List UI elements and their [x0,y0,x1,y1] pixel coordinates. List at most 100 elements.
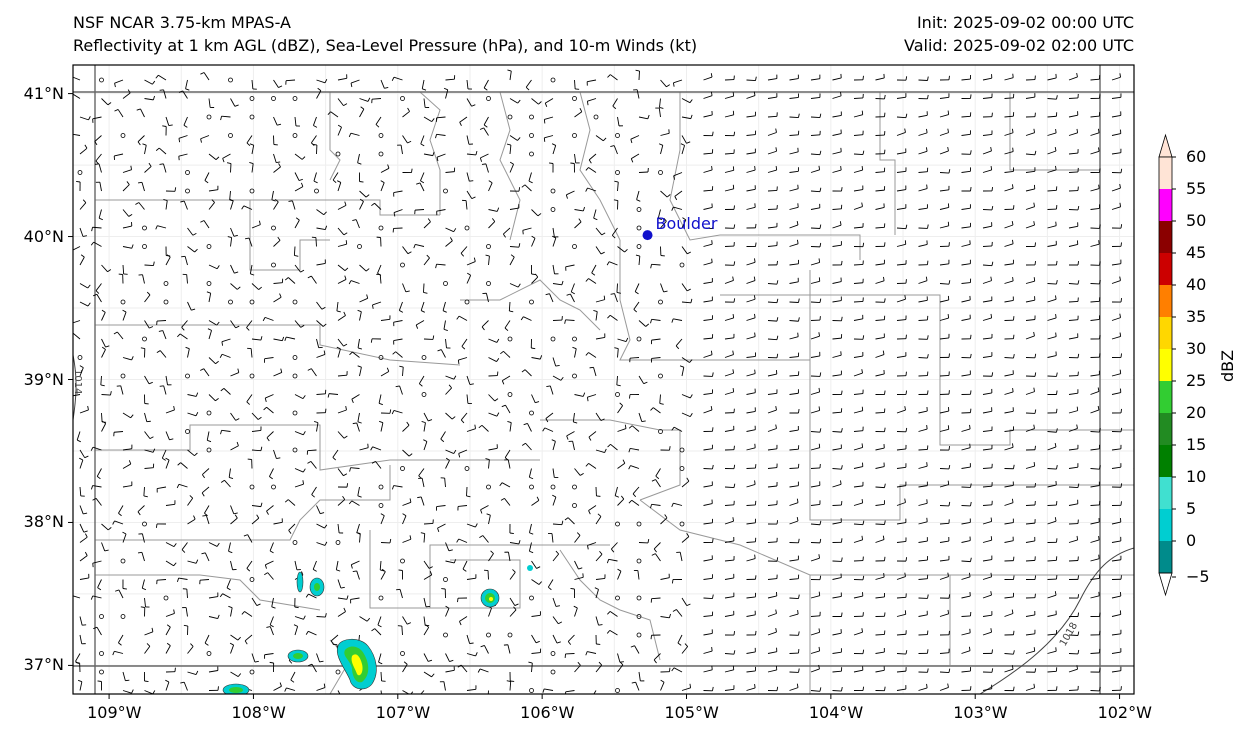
wind-barb [251,514,260,525]
calm-wind-marker [357,244,362,249]
wind-barb [724,573,735,580]
wind-barb [528,172,533,184]
wind-barb [1090,334,1101,340]
wind-barb [509,204,520,210]
wind-barb [724,536,735,543]
wind-barb [294,597,299,609]
wind-barb [635,69,640,81]
wind-barb [1090,518,1100,525]
wind-barb [1047,428,1058,433]
wind-barb [939,609,950,617]
wind-barb [982,222,993,229]
wind-barb [337,201,347,210]
wind-barb [208,199,215,210]
wind-barb [1111,518,1122,525]
wind-barb [703,224,714,229]
calm-wind-marker [529,595,534,601]
calm-wind-marker [529,688,534,693]
wind-barb [136,108,145,118]
wind-barb [653,653,661,664]
calm-wind-marker [636,521,642,527]
wind-barb [1004,464,1015,470]
colorbar-swatch [1159,317,1172,349]
colorbar-swatch [1159,189,1172,221]
wind-barb [504,320,511,331]
wind-barb [724,205,735,210]
wind-barb [144,463,155,469]
calm-wind-marker [249,577,255,582]
storm-core [489,597,493,601]
wind-barb [316,78,328,84]
wind-barb [466,257,476,266]
wind-barb [853,335,865,340]
wind-barb [681,217,687,229]
wind-barb [101,420,107,432]
wind-barb [875,390,886,395]
wind-barb [165,246,171,257]
wind-barb [1111,686,1122,691]
calm-wind-marker [142,521,147,527]
wind-barb [1111,369,1122,377]
wind-barb [746,630,757,636]
calm-wind-marker [507,632,513,638]
wind-barb [724,131,736,137]
wind-barb [853,592,864,599]
wind-barb [1004,112,1015,118]
wind-barb [982,372,994,377]
wind-barb [230,412,240,421]
wind-barb [896,315,907,321]
wind-barb [266,626,274,636]
wind-barb [144,431,154,440]
wind-barb [630,135,640,144]
wind-barb [1047,610,1057,617]
wind-barb [284,687,296,692]
wind-barb [251,426,262,432]
wind-barb [875,444,885,451]
calm-wind-marker [529,133,534,138]
wind-barb [337,338,348,347]
wind-barb [187,515,196,525]
wind-barb [703,315,713,321]
wind-barb [918,204,928,210]
wind-barb [79,457,84,469]
wind-barb [543,135,554,142]
wind-barb [1068,128,1079,136]
wind-barb [122,209,133,217]
wind-barb [832,277,842,284]
wind-barb [896,224,908,230]
wind-barb [101,542,109,552]
wind-barb [939,242,950,247]
wind-barb [982,313,993,321]
wind-barb [316,408,327,414]
wind-barb [832,592,842,599]
wind-barb [351,394,360,404]
wind-barb [241,611,253,617]
wind-barb [229,198,234,210]
wind-barb [436,153,446,162]
wind-barb [114,109,124,118]
wind-barb [509,254,515,266]
wind-barb [767,444,778,451]
calm-wind-marker [593,114,599,120]
reflectivity-cells [222,565,533,694]
wind-barb [1090,444,1100,451]
wind-barb [1133,338,1134,340]
wind-barb [853,520,865,526]
wind-barb [939,407,950,414]
wind-barb [73,595,81,599]
wind-barb [875,369,885,377]
wind-barb [178,90,188,99]
wind-barb [97,680,102,691]
wind-barb [118,634,124,646]
wind-barb [638,167,649,173]
wind-barb [459,616,468,626]
calm-wind-marker [421,392,427,397]
wind-barb [1090,353,1101,358]
wind-barb [90,241,102,247]
wind-barb [1111,184,1121,192]
wind-barb [610,542,618,553]
calm-wind-marker [378,484,384,490]
wind-barb [144,627,154,636]
wind-barb [93,626,102,636]
wind-barb [122,481,133,488]
